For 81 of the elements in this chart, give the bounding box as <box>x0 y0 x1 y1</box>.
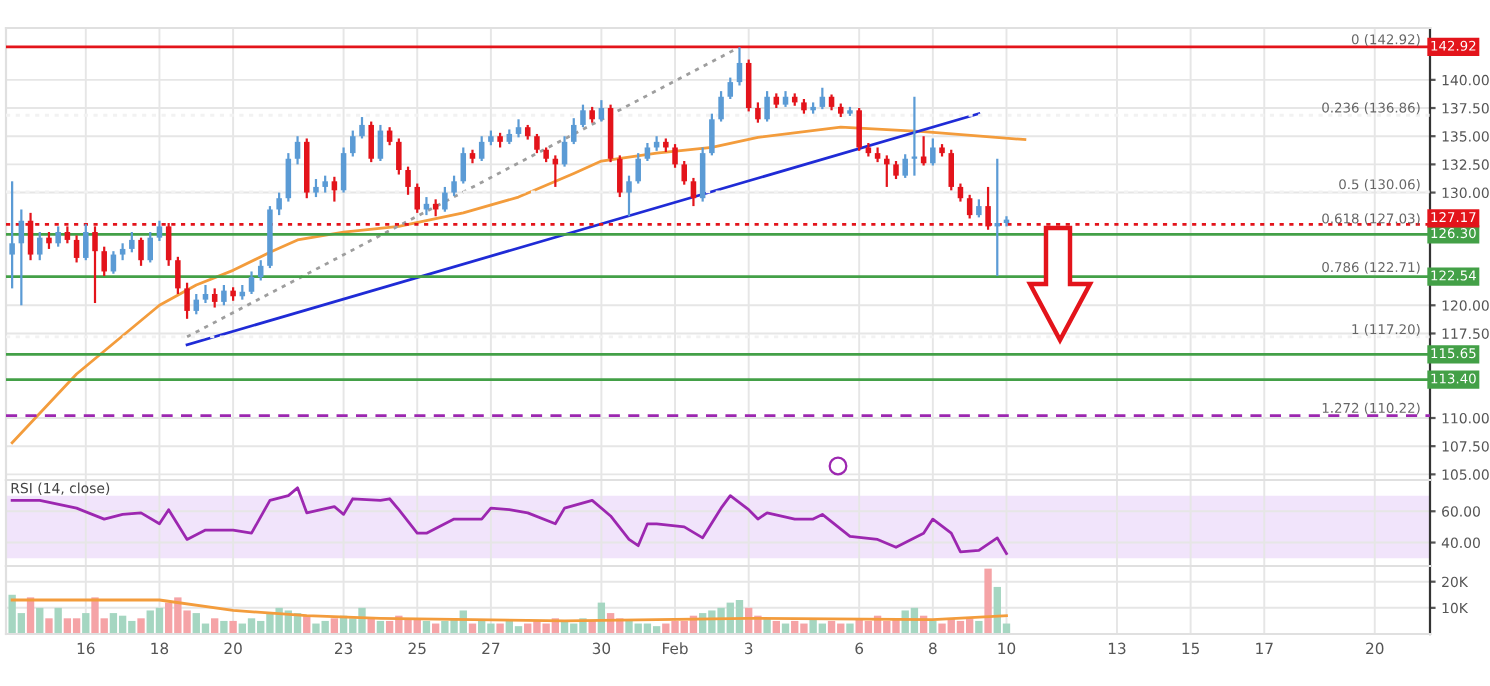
candlestick <box>893 159 899 181</box>
candlestick <box>359 115 365 140</box>
candlestick <box>580 103 586 129</box>
candlestick <box>331 175 338 203</box>
candlestick <box>442 185 448 213</box>
bar <box>109 613 118 634</box>
candlestick <box>911 95 918 177</box>
candlestick <box>727 76 734 101</box>
candlestick <box>966 193 973 220</box>
bar <box>220 620 228 634</box>
candlestick <box>718 90 724 123</box>
candlestick <box>276 191 282 217</box>
candlestick <box>617 154 623 199</box>
bar <box>588 620 596 634</box>
bar <box>54 607 62 634</box>
bar <box>82 613 90 634</box>
candlestick <box>856 106 862 152</box>
candlestick <box>948 148 954 192</box>
candlestick <box>884 154 890 189</box>
candlestick <box>736 46 743 87</box>
candlestick <box>221 283 227 307</box>
bar <box>155 607 164 634</box>
bar <box>929 620 937 634</box>
bar <box>211 618 219 634</box>
candlestick <box>681 159 687 186</box>
candlestick <box>9 180 15 290</box>
candlestick <box>248 270 255 296</box>
candlestick <box>368 120 374 164</box>
bar <box>45 618 53 634</box>
candlestick <box>451 174 457 198</box>
bar <box>330 618 339 634</box>
candlestick <box>184 281 190 320</box>
candlestick <box>202 283 209 305</box>
candlestick <box>745 58 752 113</box>
bar <box>137 618 145 634</box>
bar <box>72 618 81 634</box>
candlestick <box>755 101 761 124</box>
candlestick <box>478 135 485 163</box>
candlestick <box>377 123 384 163</box>
candlestick <box>350 129 356 158</box>
bar <box>984 568 992 634</box>
candlestick <box>515 118 522 139</box>
candlestick <box>644 141 651 163</box>
candlestick <box>101 245 107 278</box>
candlestick <box>626 174 632 218</box>
candlestick <box>902 153 908 180</box>
candlestick <box>534 132 540 155</box>
candlestick <box>571 117 577 146</box>
candlestick <box>129 230 135 254</box>
candlestick <box>83 223 89 262</box>
candlestick <box>313 177 319 199</box>
bar <box>229 620 237 634</box>
candlestick <box>55 225 61 248</box>
candlestick <box>690 176 697 208</box>
candlestick <box>414 182 420 214</box>
bar <box>496 623 504 634</box>
bar <box>36 607 44 634</box>
candlestick <box>138 236 144 267</box>
candlestick <box>73 234 80 264</box>
candlestick <box>699 146 706 203</box>
candlestick <box>156 219 163 243</box>
candlestick <box>294 135 301 166</box>
candlestick <box>211 287 218 309</box>
candlestick <box>976 198 982 219</box>
candlestick <box>635 152 641 185</box>
candlestick <box>930 137 936 167</box>
bar <box>975 620 983 634</box>
candlestick <box>340 146 347 194</box>
candlestick <box>396 137 402 176</box>
candlestick <box>37 230 43 262</box>
bar <box>846 623 854 634</box>
candlestick <box>175 255 181 296</box>
candlestick <box>460 146 467 185</box>
candlestick <box>405 165 411 196</box>
candlestick <box>709 112 715 157</box>
bar <box>63 618 72 634</box>
candlestick <box>672 142 678 169</box>
candlestick <box>920 135 927 167</box>
bar <box>247 618 256 634</box>
candlestick <box>764 90 770 123</box>
candlestick <box>147 230 153 264</box>
